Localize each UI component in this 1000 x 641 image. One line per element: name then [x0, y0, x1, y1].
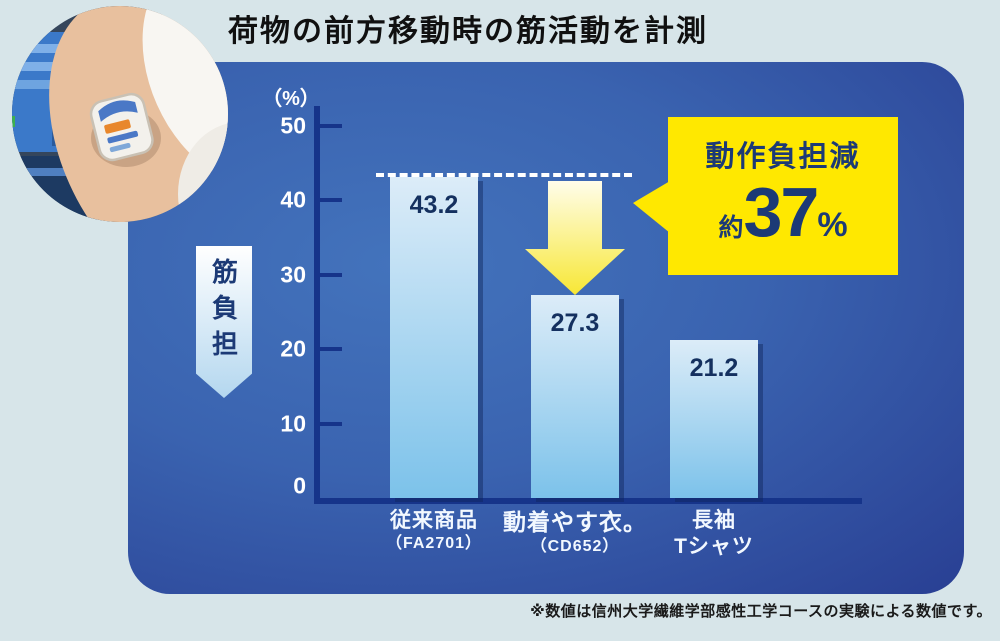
y-axis-line — [314, 106, 320, 504]
category-label-long-sleeve-tshirt: 長袖 Tシャツ — [624, 508, 804, 561]
y-tick-label: 50 — [280, 112, 306, 139]
arm-sensor-photo — [12, 6, 228, 222]
category-name: 長袖 — [692, 509, 736, 532]
category-label-dougi-yasui: 動着やす衣。 （CD652） — [485, 508, 665, 557]
y-tick-label: 30 — [280, 261, 306, 288]
y-tick-mark — [320, 124, 342, 128]
y-tick-mark — [320, 273, 342, 277]
x-axis-line — [314, 498, 862, 504]
decrease-arrow-icon — [525, 181, 625, 295]
muscle-load-label: 筋負担 — [208, 258, 239, 366]
y-tick-label: 20 — [280, 335, 306, 362]
shirt-fabric — [178, 122, 228, 222]
y-tick-mark — [320, 198, 342, 202]
bar-dougi-yasui: 27.3 — [531, 295, 619, 498]
category-code: （CD652） — [530, 537, 620, 555]
y-tick-label: 10 — [280, 410, 306, 437]
sensor-device — [89, 92, 154, 162]
plot-area: 43.2 27.3 21.2 — [316, 126, 862, 498]
page-title: 荷物の前方移動時の筋活動を計測 — [228, 15, 708, 48]
y-tick-mark — [320, 422, 342, 426]
y-tick-mark — [320, 347, 342, 351]
y-tick-label: 40 — [280, 186, 306, 213]
reference-dashed-line — [376, 173, 632, 177]
bar-value-label: 43.2 — [409, 191, 459, 219]
reduction-callout: 動作負担減 約 37 % — [633, 117, 898, 275]
muscle-load-ribbon: 筋負担 — [196, 246, 252, 398]
callout-heading: 動作負担減 — [705, 141, 861, 173]
y-axis-unit-label: （%） — [262, 88, 320, 110]
y-tick-label: 0 — [293, 472, 306, 499]
bar-value-label: 21.2 — [689, 354, 739, 382]
category-code: Tシャツ — [674, 535, 754, 559]
bar-conventional-product: 43.2 — [390, 177, 478, 498]
arm — [49, 6, 228, 222]
footnote: ※数値は信州大学繊維学部感性工学コースの実験による数値です。 — [530, 603, 992, 620]
category-name: 従来商品 — [390, 509, 478, 532]
category-code: （FA2701） — [385, 535, 483, 553]
callout-figure: 約 37 % — [668, 177, 898, 247]
category-label-conventional: 従来商品 （FA2701） — [344, 508, 524, 554]
callout-percent: % — [817, 206, 848, 244]
bar-value-label: 27.3 — [550, 309, 600, 337]
callout-number: 37 — [743, 173, 819, 251]
callout-approx: 約 — [718, 214, 744, 242]
chart-panel: （%） 0 10 20 30 40 50 43.2 27.3 21.2 — [128, 62, 964, 594]
category-name: 動着やす衣。 — [503, 509, 647, 535]
bar-long-sleeve-tshirt: 21.2 — [670, 340, 758, 498]
callout-tail-icon — [633, 181, 670, 233]
